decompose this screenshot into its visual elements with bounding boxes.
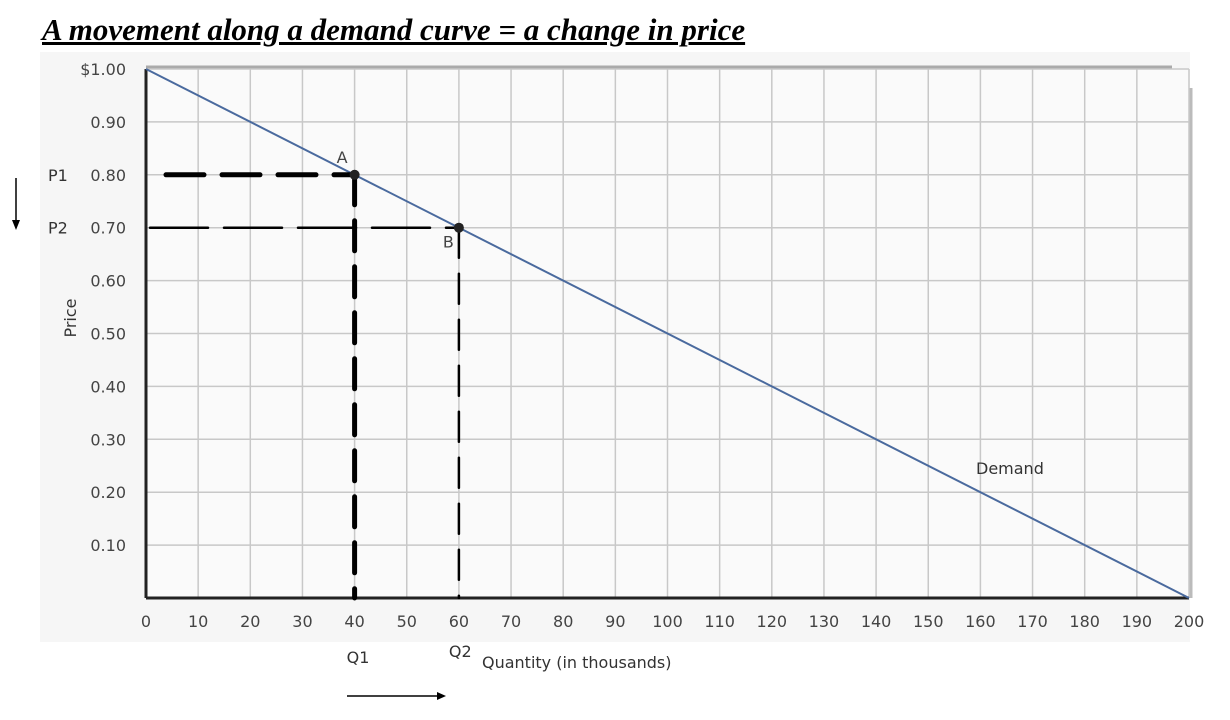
price-label-P1: P1 [48,166,68,185]
x-tick-label: 90 [605,612,625,631]
x-tick-label: 40 [344,612,364,631]
x-axis-label: Quantity (in thousands) [482,653,672,672]
y-tick-label: 0.60 [90,272,126,291]
x-tick-label: 140 [861,612,892,631]
x-tick-label: 190 [1122,612,1153,631]
point-B [453,222,464,233]
x-tick-label: 20 [240,612,260,631]
y-tick-label: 0.90 [90,113,126,132]
chart-title: A movement along a demand curve = a chan… [42,12,746,47]
y-tick-label: 0.10 [90,536,126,555]
x-tick-label: 10 [188,612,208,631]
x-tick-label: 170 [1017,612,1048,631]
x-tick-label: 80 [553,612,573,631]
demand-curve [145,68,1190,599]
y-tick-label: 0.80 [90,166,126,185]
x-tick-label: 50 [397,612,417,631]
x-tick-label: 120 [757,612,788,631]
x-tick-label: 160 [965,612,996,631]
quantity-label-Q2: Q2 [449,642,472,661]
y-tick-label: 0.30 [90,430,126,449]
y-axis-label: Price [61,298,80,337]
x-tick-label: 180 [1069,612,1100,631]
x-tick-label: 200 [1174,612,1205,631]
y-tick-label: 0.50 [90,325,126,344]
x-tick-label: 0 [141,612,151,631]
point-label-A: A [337,148,348,167]
demand-label: Demand [976,459,1044,478]
x-tick-label: 70 [501,612,521,631]
price-label-P2: P2 [48,219,68,238]
y-tick-label: $1.00 [80,60,126,79]
x-tick-label: 130 [809,612,840,631]
quantity-label-Q1: Q1 [347,648,370,667]
quantity-right-arrowhead [437,692,446,700]
point-A [349,169,360,180]
point-label-B: B [443,233,454,252]
x-tick-label: 100 [652,612,683,631]
x-tick-label: 150 [913,612,944,631]
price-down-arrowhead [12,220,20,230]
y-tick-label: 0.70 [90,219,126,238]
y-tick-label: 0.20 [90,483,126,502]
x-tick-label: 110 [704,612,735,631]
x-tick-label: 60 [449,612,469,631]
x-tick-label: 30 [292,612,312,631]
y-tick-label: 0.40 [90,377,126,396]
